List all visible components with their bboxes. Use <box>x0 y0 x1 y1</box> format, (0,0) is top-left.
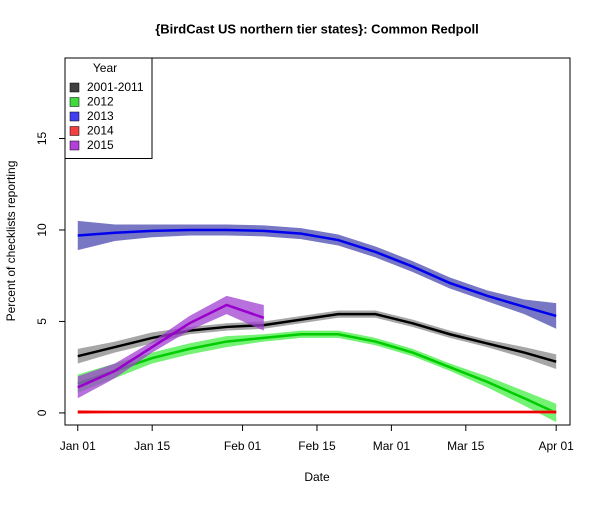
confidence-band <box>77 310 557 370</box>
x-tick-label: Feb 15 <box>298 439 336 453</box>
legend-box <box>64 57 153 159</box>
legend-label: 2001-2011 <box>87 80 144 94</box>
legend-label: 2014 <box>87 124 114 138</box>
x-tick-label: Mar 01 <box>373 439 411 453</box>
legend-label: 2013 <box>87 109 114 123</box>
trend-line <box>77 312 557 363</box>
legend-label: 2012 <box>87 95 114 109</box>
legend-label: 2015 <box>87 138 114 152</box>
legend-swatch <box>69 111 80 122</box>
x-tick-label: Mar 15 <box>447 439 485 453</box>
y-tick-label: 0 <box>35 409 49 416</box>
legend-swatch <box>69 126 80 136</box>
y-tick-label: 10 <box>35 223 49 237</box>
x-tick-label: Apr 01 <box>538 439 574 453</box>
x-axis-label: Date <box>304 470 330 484</box>
legend-swatch <box>69 97 80 107</box>
x-tick-label: Feb 01 <box>224 439 262 453</box>
confidence-band <box>77 295 264 399</box>
legend-swatch <box>69 140 80 151</box>
x-tick-label: Jan 01 <box>60 439 96 453</box>
y-axis-label: Percent of checklists reporting <box>4 161 18 322</box>
trend-line <box>77 228 557 318</box>
y-tick-label: 15 <box>35 132 49 146</box>
chart-title: {BirdCast US northern tier states}: Comm… <box>155 21 479 36</box>
plot-frame <box>64 57 571 426</box>
y-tick-label: 5 <box>35 318 49 325</box>
legend-title: Year <box>93 61 117 75</box>
trend-line <box>77 333 557 415</box>
x-tick-label: Jan 15 <box>134 439 170 453</box>
trend-line <box>77 303 265 389</box>
legend-swatch <box>69 82 80 93</box>
